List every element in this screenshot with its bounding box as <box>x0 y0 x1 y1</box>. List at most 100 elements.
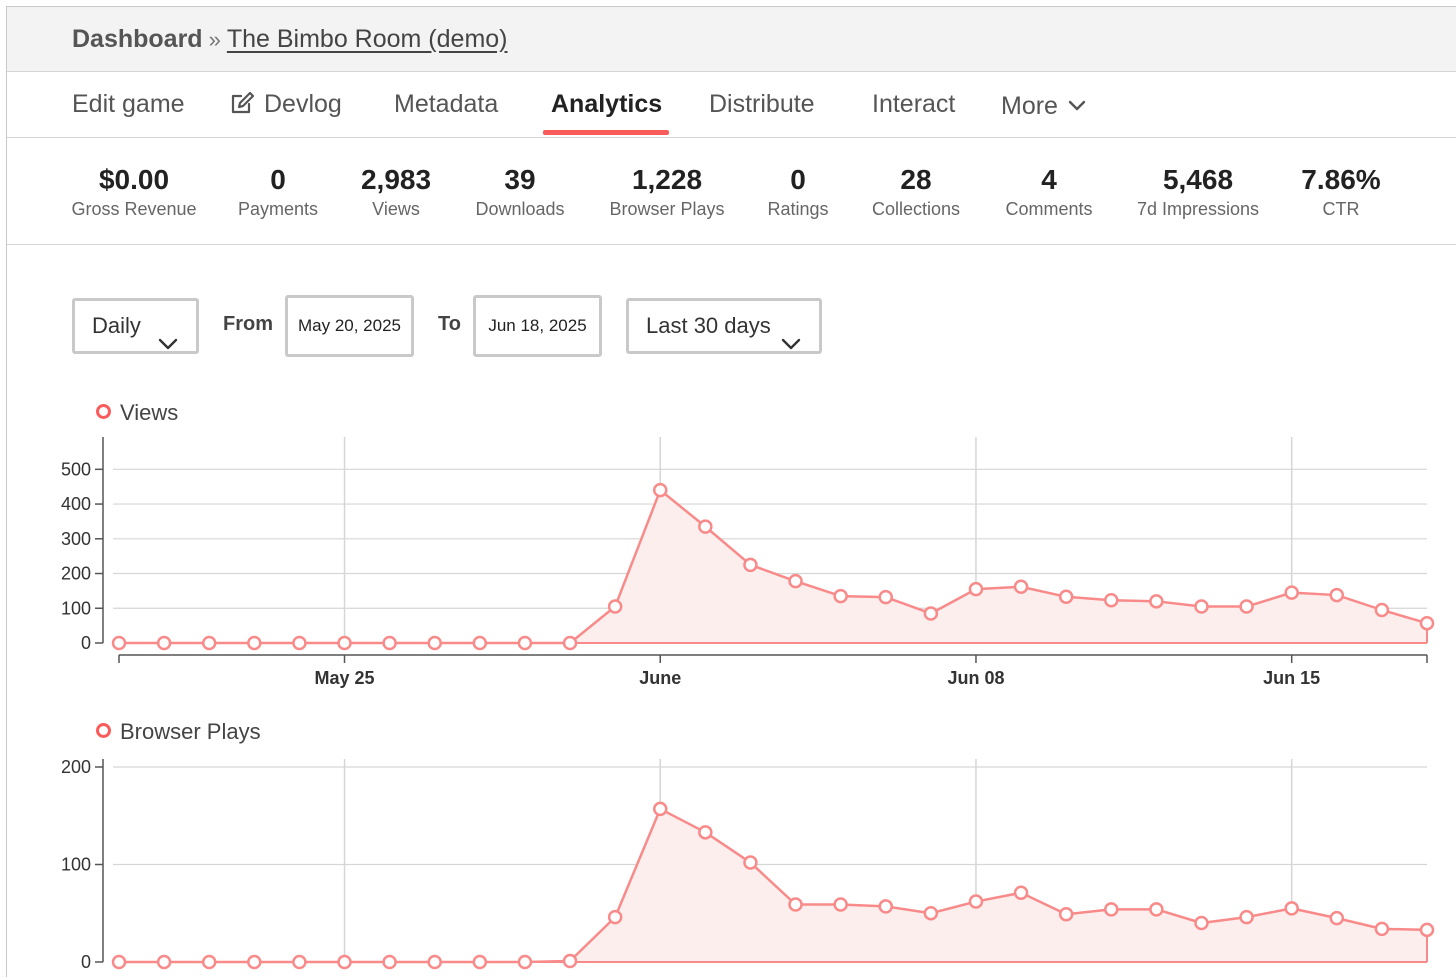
data-point[interactable] <box>833 897 848 912</box>
data-point[interactable] <box>201 635 217 651</box>
data-point[interactable] <box>878 589 894 605</box>
y-tick-label: 200 <box>61 757 91 777</box>
data-point[interactable] <box>156 954 172 970</box>
data-point[interactable] <box>1149 902 1164 917</box>
y-tick-label: 300 <box>61 529 91 549</box>
y-tick-label: 500 <box>61 459 91 479</box>
data-point[interactable] <box>1058 589 1074 605</box>
data-point[interactable] <box>1058 906 1074 922</box>
data-point[interactable] <box>1194 915 1209 931</box>
tab-metadata[interactable]: Metadata <box>394 90 498 119</box>
y-tick-label: 0 <box>81 952 91 972</box>
stat-browser-plays[interactable]: 1,228 Browser Plays <box>609 163 724 221</box>
stat-views[interactable]: 2,983 Views <box>361 163 431 221</box>
tab-distribute[interactable]: Distribute <box>709 90 815 119</box>
data-point[interactable] <box>1329 587 1345 603</box>
data-point[interactable] <box>1239 909 1254 925</box>
data-point[interactable] <box>562 953 578 969</box>
data-point[interactable] <box>968 581 984 597</box>
breadcrumb-game-link[interactable]: The Bimbo Room (demo) <box>226 25 508 53</box>
stat-ratings[interactable]: 0 Ratings <box>767 163 828 221</box>
data-point[interactable] <box>382 954 397 970</box>
stat-value: $0.00 <box>98 164 170 195</box>
tab-bar: Edit game Devlog Metadata Analytics Dist… <box>7 73 1456 138</box>
data-point[interactable] <box>743 557 758 573</box>
data-point[interactable] <box>1374 921 1390 937</box>
range-select[interactable]: Last 30 days <box>626 298 822 354</box>
data-point[interactable] <box>517 635 533 651</box>
tab-label: More <box>1001 92 1058 120</box>
stat-payments[interactable]: 0 Payments <box>238 163 318 221</box>
stat-downloads[interactable]: 39 Downloads <box>475 163 564 221</box>
tab-devlog[interactable]: Devlog <box>230 90 342 123</box>
data-point[interactable] <box>1104 593 1119 608</box>
stat-collections[interactable]: 28 Collections <box>872 163 960 221</box>
data-point[interactable] <box>472 635 488 651</box>
stat-label: Comments <box>1005 199 1093 219</box>
data-point[interactable] <box>1284 901 1299 916</box>
data-point[interactable] <box>1013 885 1029 901</box>
data-point[interactable] <box>111 635 127 651</box>
data-point[interactable] <box>201 954 217 970</box>
tab-interact[interactable]: Interact <box>872 90 955 119</box>
data-point[interactable] <box>968 894 984 909</box>
data-point[interactable] <box>1419 615 1435 631</box>
stat-value: 5,468 <box>1162 164 1234 195</box>
data-point[interactable] <box>833 588 848 604</box>
y-tick-label: 200 <box>61 564 91 584</box>
views-legend: Views <box>96 400 178 426</box>
tab-more[interactable]: More <box>1001 90 1086 121</box>
data-point[interactable] <box>292 954 307 970</box>
data-point[interactable] <box>1013 579 1029 594</box>
data-point[interactable] <box>743 855 758 870</box>
breadcrumb-dashboard-link[interactable]: Dashboard <box>72 25 203 53</box>
data-point[interactable] <box>1284 585 1299 600</box>
data-point[interactable] <box>878 899 894 914</box>
stat-label: Gross Revenue <box>71 199 197 219</box>
data-point[interactable] <box>292 635 307 651</box>
data-point[interactable] <box>111 954 127 970</box>
data-point[interactable] <box>1149 594 1164 609</box>
to-date-input[interactable]: Jun 18, 2025 <box>473 295 602 357</box>
data-point[interactable] <box>337 954 352 970</box>
series-line <box>119 488 1428 645</box>
from-date-input[interactable]: May 20, 2025 <box>285 295 414 357</box>
data-point[interactable] <box>698 825 713 840</box>
data-point[interactable] <box>652 482 668 498</box>
stat-gross-revenue[interactable]: $0.00 Gross Revenue <box>71 163 196 221</box>
data-point[interactable] <box>698 519 713 534</box>
data-point[interactable] <box>1239 599 1254 614</box>
browser-plays-chart: 0 100 200 <box>61 757 1435 972</box>
stat-ctr[interactable]: 7.86% CTR <box>1301 163 1380 221</box>
stat-value: 28 <box>900 164 932 195</box>
stat-value: 0 <box>790 164 806 195</box>
tab-analytics[interactable]: Analytics <box>551 90 662 119</box>
data-point[interactable] <box>788 897 803 912</box>
data-point[interactable] <box>337 635 352 651</box>
data-point[interactable] <box>1194 599 1209 614</box>
data-point[interactable] <box>156 635 172 651</box>
data-point[interactable] <box>923 606 939 621</box>
data-point[interactable] <box>562 635 578 651</box>
data-point[interactable] <box>607 909 623 925</box>
stat-comments[interactable]: 4 Comments <box>1005 163 1092 221</box>
stat-7d-impressions[interactable]: 5,468 7d Impressions <box>1137 163 1259 221</box>
data-point[interactable] <box>382 635 397 651</box>
x-tick-label: Jun 15 <box>1263 668 1320 688</box>
data-point[interactable] <box>247 954 262 970</box>
data-point[interactable] <box>1374 602 1390 618</box>
data-point[interactable] <box>472 954 488 970</box>
data-point[interactable] <box>1329 910 1345 926</box>
data-point[interactable] <box>607 599 623 614</box>
tab-edit-game[interactable]: Edit game <box>72 90 185 119</box>
data-point[interactable] <box>1104 902 1119 917</box>
data-point[interactable] <box>517 954 533 970</box>
data-point[interactable] <box>247 635 262 651</box>
data-point[interactable] <box>427 635 442 651</box>
data-point[interactable] <box>427 954 442 970</box>
data-point[interactable] <box>923 906 939 921</box>
data-point[interactable] <box>1419 922 1435 938</box>
interval-select[interactable]: Daily <box>72 298 199 354</box>
data-point[interactable] <box>652 801 668 817</box>
data-point[interactable] <box>788 573 803 589</box>
